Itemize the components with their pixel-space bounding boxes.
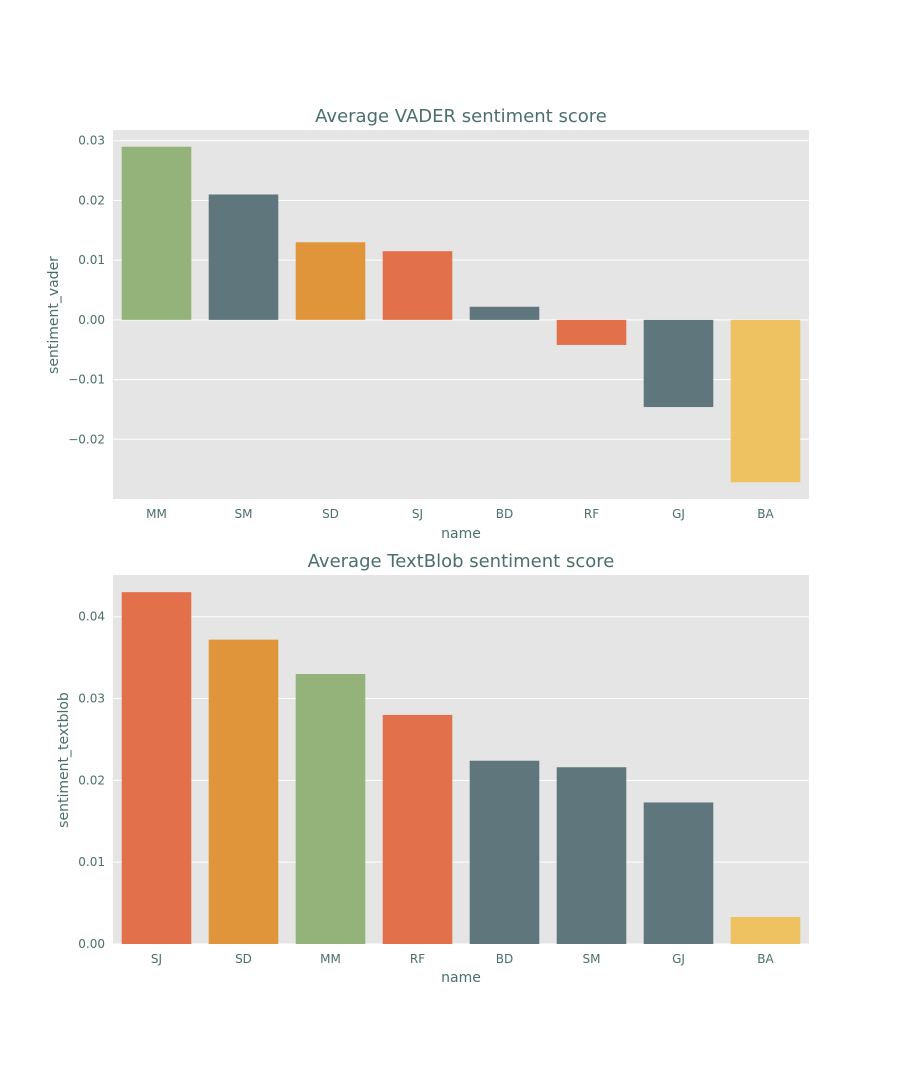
chart-textblob-bar-ba xyxy=(730,917,801,944)
chart-vader-bar-ba xyxy=(730,319,801,483)
chart-vader-bar-rf xyxy=(556,319,627,345)
chart-vader-x-tick-label: GJ xyxy=(672,507,685,521)
chart-textblob-x-tick-label: GJ xyxy=(672,952,685,966)
chart-textblob-y-label: sentiment_textblob xyxy=(56,692,72,828)
chart-textblob-bar-mm xyxy=(295,674,366,944)
chart-textblob-bars xyxy=(121,592,801,944)
chart-textblob-bar-gj xyxy=(643,802,714,944)
chart-vader-x-label: name xyxy=(441,526,481,542)
chart-vader-y-tick-label: 0.01 xyxy=(78,253,105,267)
chart-textblob-x-tick-label: MM xyxy=(320,952,341,966)
chart-vader-y-tick-label: −0.01 xyxy=(68,373,105,387)
chart-vader-y-label: sentiment_vader xyxy=(46,256,62,374)
chart-textblob-title: Average TextBlob sentiment score xyxy=(308,551,615,572)
chart-vader-bars xyxy=(121,146,801,483)
chart-vader-y-ticks: −0.02 −0.01 0.00 0.01 0.02 0.03 xyxy=(68,134,105,447)
chart-textblob-y-ticks: 0.00 0.01 0.02 0.03 0.04 xyxy=(78,610,105,951)
chart-textblob-x-tick-label: SJ xyxy=(151,952,162,966)
chart-textblob-y-tick-label: 0.01 xyxy=(78,855,105,869)
chart-textblob-y-tick-label: 0.03 xyxy=(78,692,105,706)
chart-textblob-bar-sj xyxy=(121,592,192,944)
chart-vader-y-tick-label: 0.00 xyxy=(78,313,105,327)
chart-vader-x-tick-label: SJ xyxy=(412,507,423,521)
chart-vader-title: Average VADER sentiment score xyxy=(315,106,607,127)
chart-textblob-x-tick-label: SD xyxy=(235,952,252,966)
chart-vader-bar-gj xyxy=(643,319,714,408)
chart-textblob-x-tick-label: RF xyxy=(410,952,425,966)
chart-textblob: Average TextBlob sentiment score 0.000.0… xyxy=(56,551,809,986)
chart-textblob-x-tick-label: BD xyxy=(496,952,513,966)
chart-textblob-bar-sm xyxy=(556,767,627,944)
chart-textblob-x-tick-label: BA xyxy=(757,952,774,966)
chart-vader-bar-mm xyxy=(121,146,192,320)
chart-vader-x-tick-label: SD xyxy=(322,507,339,521)
chart-textblob-y-tick-label: 0.02 xyxy=(78,773,105,787)
chart-vader-y-tick-label: −0.02 xyxy=(68,432,105,446)
chart-textblob-y-tick-label: 0.00 xyxy=(78,937,105,951)
chart-vader-bar-sj xyxy=(382,251,453,320)
chart-vader-x-ticks: MM SM SD SJ BD RF GJ BA xyxy=(146,507,774,521)
chart-vader-bar-sm xyxy=(208,194,279,320)
chart-textblob-x-ticks: SJ SD MM RF BD SM GJ BA xyxy=(151,952,775,966)
chart-vader-x-tick-label: SM xyxy=(235,507,253,521)
chart-textblob-y-tick-label: 0.04 xyxy=(78,610,105,624)
chart-vader-y-tick-label: 0.02 xyxy=(78,193,105,207)
chart-textblob-x-tick-label: SM xyxy=(583,952,601,966)
chart-textblob-bar-rf xyxy=(382,714,453,944)
chart-vader-y-tick-label: 0.03 xyxy=(78,134,105,148)
chart-vader-x-tick-label: RF xyxy=(584,507,599,521)
chart-vader-x-tick-label: BD xyxy=(496,507,513,521)
chart-textblob-bar-bd xyxy=(469,760,540,944)
chart-textblob-bar-sd xyxy=(208,639,279,944)
chart-vader-bar-bd xyxy=(469,306,540,320)
chart-vader: Average VADER sentiment score −0.02 −0.01… xyxy=(46,106,809,542)
chart-vader-x-tick-label: BA xyxy=(757,507,774,521)
chart-textblob-x-label: name xyxy=(441,970,481,986)
chart-vader-x-tick-label: MM xyxy=(146,507,167,521)
chart-vader-bar-sd xyxy=(295,242,366,320)
